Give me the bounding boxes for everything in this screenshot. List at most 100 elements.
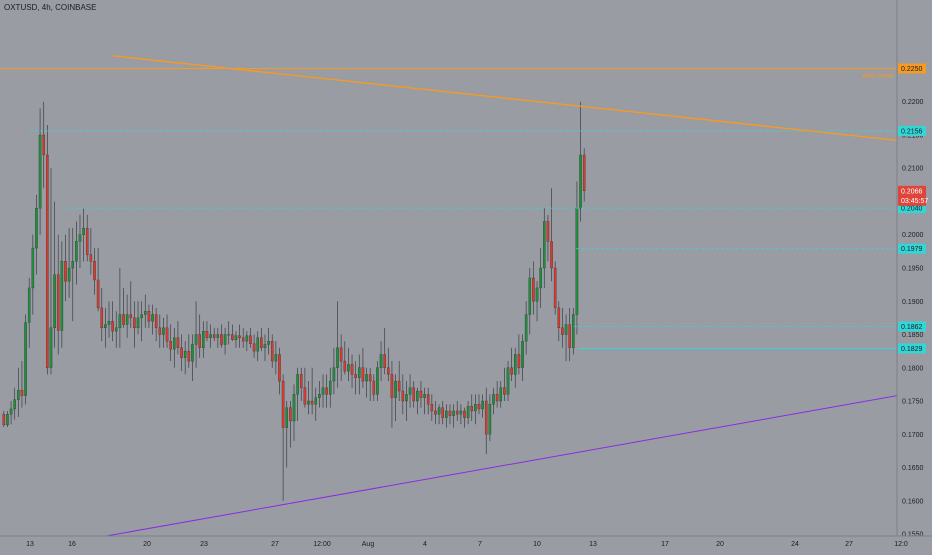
candle xyxy=(477,394,481,415)
candle-body xyxy=(9,408,13,415)
candle xyxy=(245,331,249,352)
candle xyxy=(343,341,347,375)
time-tick-label: 27 xyxy=(845,541,853,548)
candle-body xyxy=(474,404,477,412)
candle-body xyxy=(31,247,35,289)
candle xyxy=(539,248,542,308)
candle-body xyxy=(64,261,67,282)
level-tag xyxy=(898,243,926,254)
candle xyxy=(426,387,430,415)
candle-body xyxy=(434,410,437,415)
candle-body xyxy=(162,327,165,335)
candle xyxy=(42,101,45,189)
candle xyxy=(299,367,303,402)
candle xyxy=(89,228,93,275)
candle-body xyxy=(557,307,561,329)
candle xyxy=(524,301,528,355)
candle-body xyxy=(46,154,49,368)
candle-body xyxy=(27,287,31,323)
candle-body xyxy=(343,360,347,372)
candle-body xyxy=(564,324,568,335)
candle-body xyxy=(572,314,575,348)
candle-body xyxy=(430,404,434,412)
candle-body xyxy=(133,317,136,329)
candle xyxy=(27,277,31,348)
candle xyxy=(249,327,252,348)
candle-body xyxy=(241,337,245,342)
candle xyxy=(296,367,299,421)
candle xyxy=(173,327,176,368)
level-tag xyxy=(898,203,926,214)
candle-body xyxy=(339,347,343,362)
candle xyxy=(543,208,546,288)
candle xyxy=(463,407,466,428)
candle-body xyxy=(553,267,557,309)
candle-body xyxy=(260,337,263,348)
time-tick-label: 13 xyxy=(589,541,597,548)
candle-body xyxy=(107,321,111,325)
candle xyxy=(437,404,441,425)
candle-body xyxy=(249,335,252,344)
candle-body xyxy=(252,343,256,352)
candle-body xyxy=(372,380,376,395)
candle xyxy=(376,361,379,402)
time-tick-label: 16 xyxy=(68,541,76,548)
candle-body xyxy=(238,335,241,338)
candle xyxy=(46,125,49,375)
candle-body xyxy=(481,400,484,410)
candle-body xyxy=(325,387,328,395)
candle xyxy=(209,324,212,348)
candle-body xyxy=(379,354,383,368)
candle-body xyxy=(96,279,100,309)
candle-body xyxy=(82,227,85,235)
candle xyxy=(510,347,513,382)
candle xyxy=(231,324,234,342)
price-tick-label: 0.1800 xyxy=(902,365,924,372)
candle xyxy=(67,228,71,298)
candle-body xyxy=(289,407,292,422)
candle-body xyxy=(408,387,412,395)
candle xyxy=(325,374,328,408)
candle xyxy=(430,394,434,421)
candle-body xyxy=(17,390,20,400)
candle-body xyxy=(42,134,45,156)
candle-body xyxy=(6,414,9,426)
chart-title: OXTUSD, 4h, COINBASE xyxy=(4,3,97,12)
candle xyxy=(194,301,198,368)
level-tag-label: 0.1979 xyxy=(901,246,923,253)
candle-body xyxy=(220,334,223,345)
candle-body xyxy=(93,261,96,281)
candle xyxy=(252,334,256,358)
candle-body xyxy=(245,335,249,342)
candle xyxy=(267,327,270,355)
candle-body xyxy=(274,354,278,362)
candle xyxy=(387,347,390,382)
candle xyxy=(492,387,495,415)
candle-body xyxy=(118,314,122,329)
candle xyxy=(241,327,245,348)
price-tick-label: 0.2200 xyxy=(902,99,924,106)
candle-body xyxy=(463,410,466,418)
candle-body xyxy=(358,367,361,378)
candle-body xyxy=(318,394,321,398)
candle-body xyxy=(437,407,441,415)
candle-body xyxy=(154,314,158,329)
candle xyxy=(423,387,426,415)
candle xyxy=(310,367,314,415)
candle xyxy=(361,347,365,388)
candle xyxy=(535,281,539,322)
candle xyxy=(78,214,82,268)
time-axis[interactable]: 13 16 20 23 27 12:00 Aug 4 7 10 13 17 20 24 27 12:0 xyxy=(0,535,932,550)
time-tick-label: 20 xyxy=(716,541,724,548)
candle xyxy=(579,101,582,222)
candle-body xyxy=(452,410,455,416)
candle-body xyxy=(426,394,430,405)
price-tick-label: 0.1600 xyxy=(902,498,924,505)
candle-body xyxy=(2,414,6,426)
candle-body xyxy=(202,331,205,348)
time-tick-label: 10 xyxy=(533,541,541,548)
candle xyxy=(49,168,53,375)
price-axis[interactable]: 0.22500.22000.21500.21000.20500.20000.19… xyxy=(896,0,928,539)
